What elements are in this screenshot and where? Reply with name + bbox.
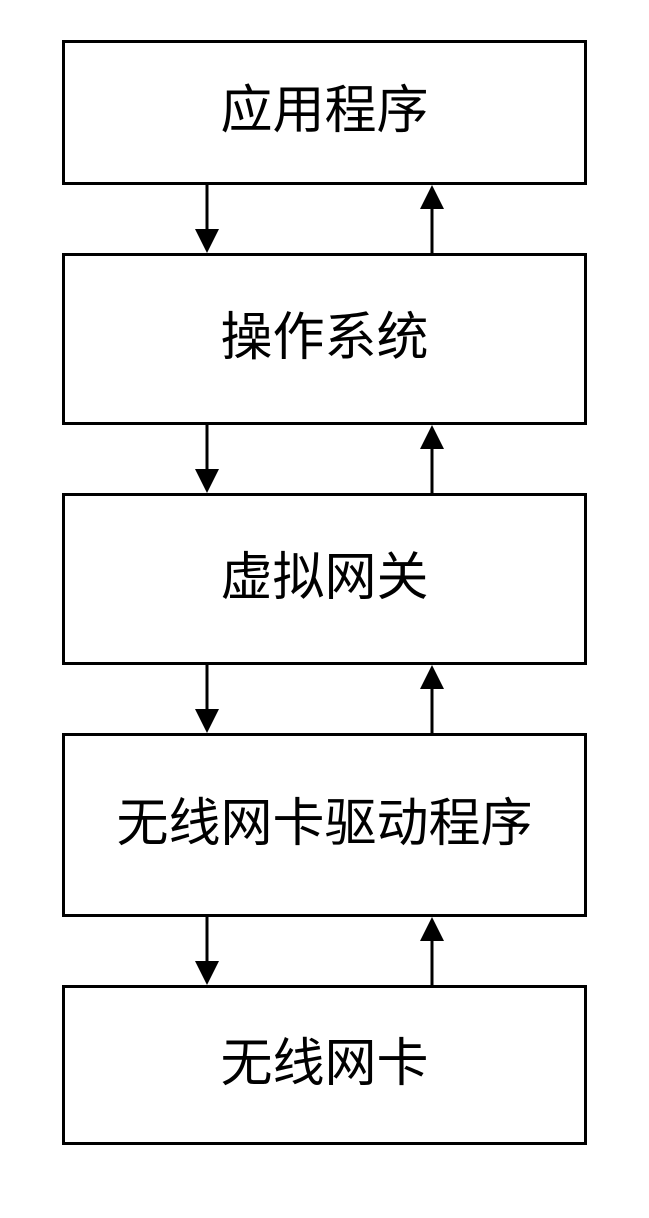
arrow-zone-3 <box>62 917 587 985</box>
flowchart-diagram: 应用程序 操作系统 <box>62 40 587 1145</box>
arrow-down-icon <box>187 185 227 253</box>
node-vgw: 虚拟网关 <box>62 493 587 665</box>
node-app: 应用程序 <box>62 40 587 185</box>
node-os: 操作系统 <box>62 253 587 425</box>
node-app-label: 应用程序 <box>220 81 428 143</box>
arrow-up-icon <box>412 425 452 493</box>
arrow-zone-0 <box>62 185 587 253</box>
node-nic-label: 无线网卡 <box>220 1034 428 1096</box>
node-vgw-label: 虚拟网关 <box>220 548 428 610</box>
arrow-down-icon <box>187 665 227 733</box>
arrow-up-icon <box>412 665 452 733</box>
node-os-label: 操作系统 <box>220 308 428 370</box>
arrow-up-icon <box>412 917 452 985</box>
arrow-down-icon <box>187 917 227 985</box>
arrow-zone-2 <box>62 665 587 733</box>
node-driver-label: 无线网卡驱动程序 <box>116 794 532 856</box>
node-nic: 无线网卡 <box>62 985 587 1145</box>
arrow-down-icon <box>187 425 227 493</box>
arrow-up-icon <box>412 185 452 253</box>
node-driver: 无线网卡驱动程序 <box>62 733 587 917</box>
arrow-zone-1 <box>62 425 587 493</box>
